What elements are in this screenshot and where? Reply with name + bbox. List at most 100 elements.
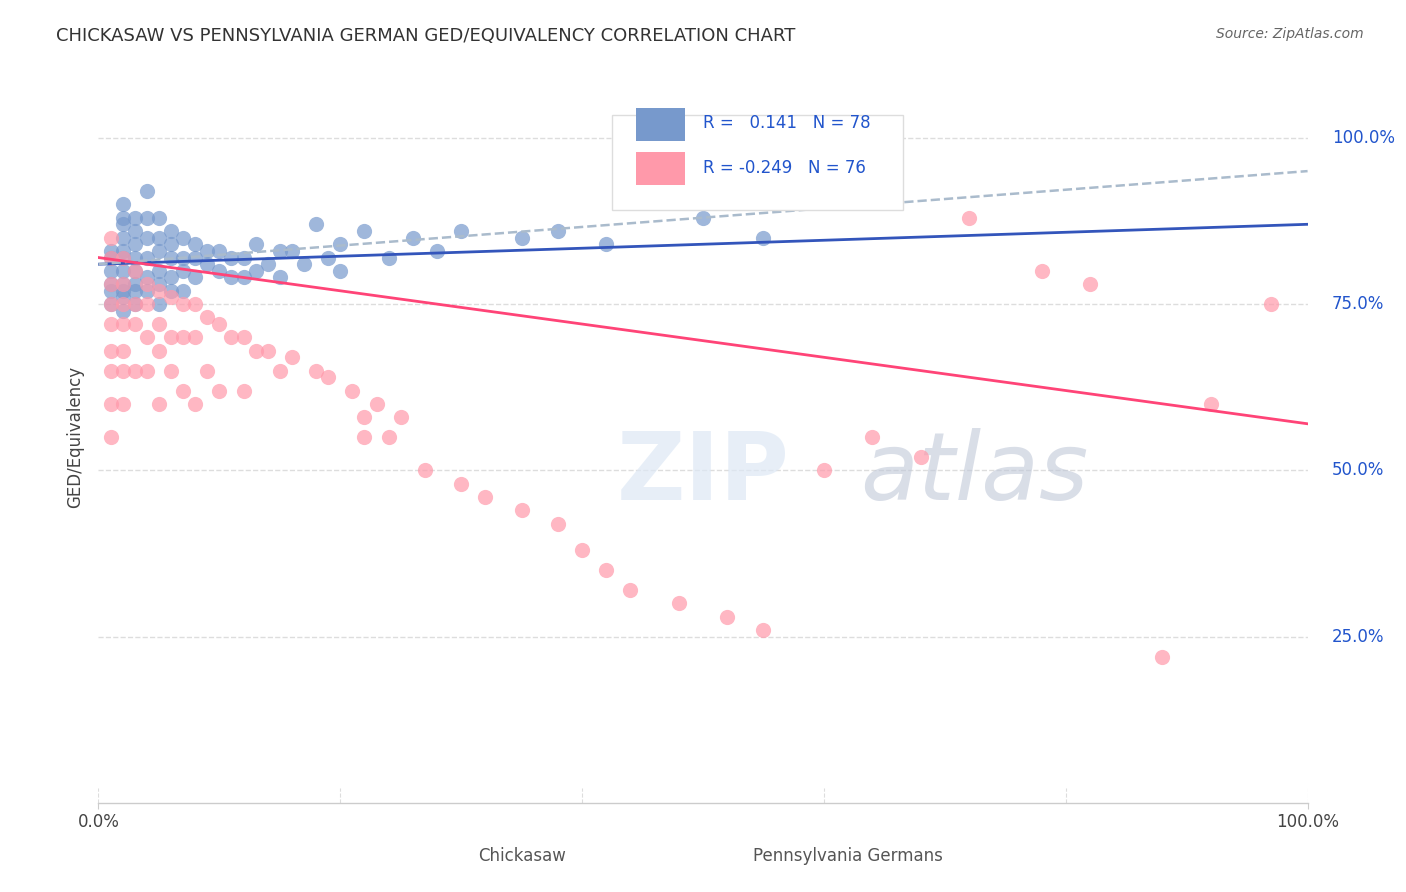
Point bbox=[281, 351, 304, 365]
Point bbox=[135, 284, 157, 298]
Point bbox=[135, 270, 157, 285]
Point bbox=[510, 230, 533, 244]
Point bbox=[172, 230, 194, 244]
Point bbox=[100, 251, 122, 265]
Text: 50.0%: 50.0% bbox=[1331, 461, 1384, 479]
Point bbox=[148, 277, 170, 292]
Point bbox=[111, 284, 134, 298]
Point bbox=[135, 251, 157, 265]
Point bbox=[377, 430, 399, 444]
Point bbox=[124, 224, 146, 238]
Point bbox=[813, 463, 835, 477]
Point bbox=[172, 330, 194, 344]
Point bbox=[195, 257, 218, 271]
Text: Source: ZipAtlas.com: Source: ZipAtlas.com bbox=[1216, 27, 1364, 41]
Point bbox=[547, 516, 569, 531]
Point bbox=[752, 623, 775, 637]
Point bbox=[692, 211, 714, 225]
Point bbox=[160, 224, 183, 238]
Point bbox=[957, 211, 980, 225]
Point bbox=[1031, 264, 1053, 278]
Point bbox=[184, 237, 207, 252]
Point bbox=[245, 264, 267, 278]
Point bbox=[124, 237, 146, 252]
Point bbox=[342, 384, 364, 398]
Text: Pennsylvania Germans: Pennsylvania Germans bbox=[754, 847, 943, 864]
Text: 25.0%: 25.0% bbox=[1331, 628, 1385, 646]
Point bbox=[111, 211, 134, 225]
Point bbox=[111, 343, 134, 358]
Point bbox=[160, 237, 183, 252]
Point bbox=[172, 284, 194, 298]
Point bbox=[208, 317, 231, 331]
Point bbox=[160, 363, 183, 377]
Point bbox=[1199, 397, 1222, 411]
Point bbox=[269, 363, 291, 377]
Point bbox=[245, 237, 267, 252]
Point bbox=[124, 277, 146, 292]
Text: Chickasaw: Chickasaw bbox=[478, 847, 565, 864]
Point bbox=[281, 244, 304, 258]
Point bbox=[184, 251, 207, 265]
Point bbox=[619, 582, 641, 597]
Point bbox=[450, 476, 472, 491]
Point bbox=[232, 251, 254, 265]
Point bbox=[353, 430, 375, 444]
Text: atlas: atlas bbox=[860, 428, 1088, 519]
Point bbox=[269, 244, 291, 258]
Point bbox=[111, 264, 134, 278]
Point bbox=[100, 244, 122, 258]
Point bbox=[111, 290, 134, 304]
Point bbox=[208, 384, 231, 398]
Point bbox=[148, 244, 170, 258]
Point bbox=[184, 297, 207, 311]
Point bbox=[124, 251, 146, 265]
Point bbox=[124, 363, 146, 377]
Point bbox=[232, 330, 254, 344]
Point bbox=[172, 297, 194, 311]
Point bbox=[402, 230, 425, 244]
Point bbox=[426, 244, 449, 258]
Point bbox=[111, 230, 134, 244]
Point bbox=[100, 230, 122, 244]
Point bbox=[221, 330, 243, 344]
Point bbox=[148, 230, 170, 244]
Point bbox=[124, 211, 146, 225]
Point bbox=[245, 343, 267, 358]
Point bbox=[148, 343, 170, 358]
Point bbox=[148, 264, 170, 278]
Point bbox=[111, 197, 134, 211]
Point bbox=[547, 224, 569, 238]
Point bbox=[389, 410, 412, 425]
Point bbox=[716, 609, 738, 624]
Point bbox=[100, 284, 122, 298]
Point bbox=[100, 297, 122, 311]
Point bbox=[135, 330, 157, 344]
Point bbox=[184, 397, 207, 411]
Point bbox=[208, 264, 231, 278]
Point bbox=[305, 217, 328, 231]
Point bbox=[232, 384, 254, 398]
Point bbox=[752, 230, 775, 244]
Point bbox=[366, 397, 388, 411]
Point bbox=[124, 297, 146, 311]
FancyBboxPatch shape bbox=[637, 152, 685, 185]
Point bbox=[160, 251, 183, 265]
Point bbox=[148, 297, 170, 311]
Point bbox=[100, 277, 122, 292]
Y-axis label: GED/Equivalency: GED/Equivalency bbox=[66, 366, 84, 508]
Point bbox=[124, 297, 146, 311]
Point bbox=[100, 343, 122, 358]
Point bbox=[571, 543, 593, 558]
Point bbox=[668, 596, 690, 610]
FancyBboxPatch shape bbox=[613, 115, 903, 211]
Point bbox=[305, 363, 328, 377]
Point bbox=[1078, 277, 1101, 292]
FancyBboxPatch shape bbox=[425, 825, 456, 850]
Point bbox=[172, 264, 194, 278]
Point bbox=[148, 211, 170, 225]
Point bbox=[111, 303, 134, 318]
Point bbox=[111, 251, 134, 265]
Point bbox=[195, 310, 218, 325]
Point bbox=[413, 463, 436, 477]
